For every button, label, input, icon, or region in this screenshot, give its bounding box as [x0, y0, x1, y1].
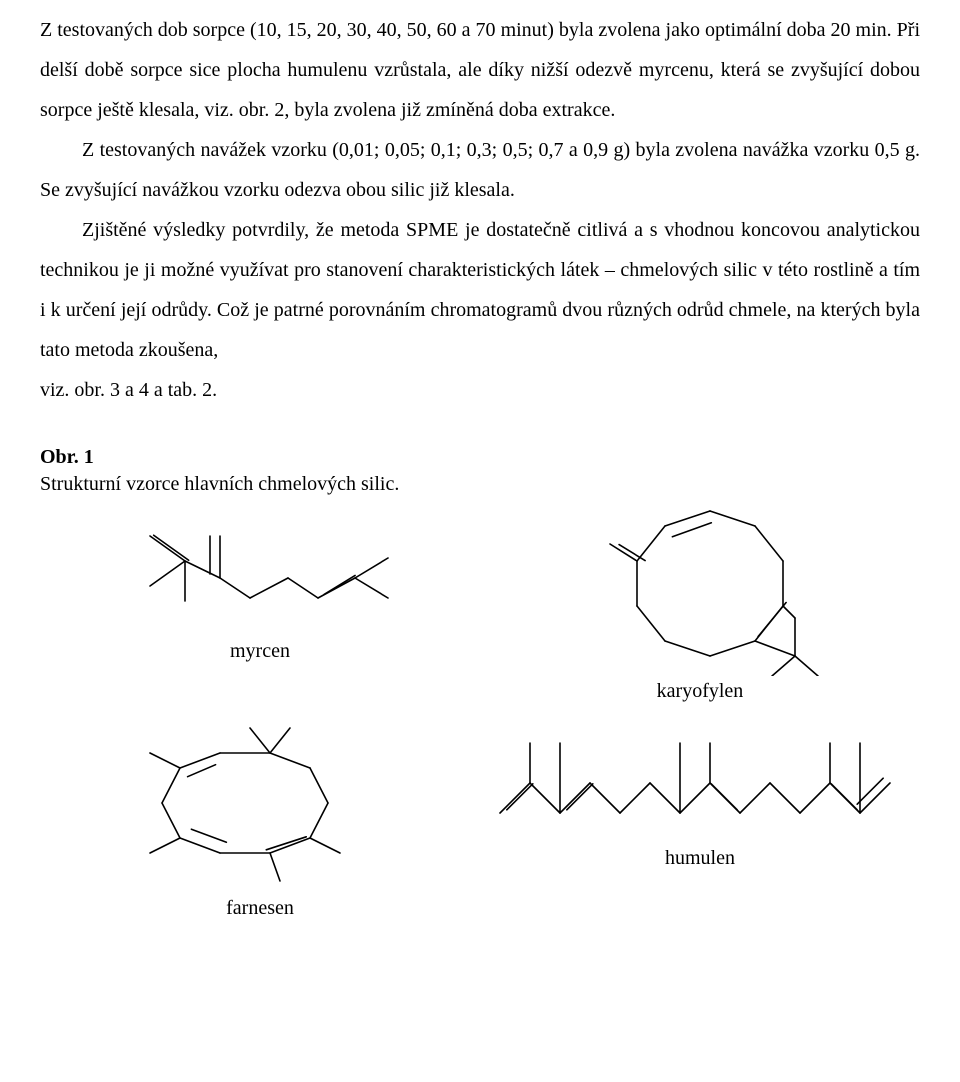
structures-row-1: myrcen karyofylen — [40, 506, 920, 703]
cell-karyofylen: karyofylen — [480, 506, 920, 703]
structures-row-2: farnesen humulen — [40, 723, 920, 920]
structure-myrcen — [130, 506, 390, 636]
paragraph-4: viz. obr. 3 a 4 a tab. 2. — [40, 370, 920, 410]
paragraph-3: Zjištěné výsledky potvrdily, že metoda S… — [40, 210, 920, 370]
structures-grid: myrcen karyofylen farnesen humulen — [40, 506, 920, 920]
body-text: Z testovaných dob sorpce (10, 15, 20, 30… — [40, 10, 920, 410]
label-farnesen: farnesen — [226, 897, 294, 920]
page: Z testovaných dob sorpce (10, 15, 20, 30… — [0, 0, 960, 940]
structure-karyofylen — [570, 506, 830, 676]
label-myrcen: myrcen — [230, 640, 290, 663]
figure-caption: Strukturní vzorce hlavních chmelových si… — [40, 473, 920, 496]
paragraph-1: Z testovaných dob sorpce (10, 15, 20, 30… — [40, 10, 920, 130]
cell-myrcen: myrcen — [40, 506, 480, 703]
label-humulen: humulen — [665, 847, 735, 870]
structure-humulen — [490, 723, 910, 843]
label-karyofylen: karyofylen — [657, 680, 744, 703]
structure-farnesen — [110, 723, 410, 893]
cell-farnesen: farnesen — [40, 723, 480, 920]
paragraph-2: Z testovaných navážek vzorku (0,01; 0,05… — [40, 130, 920, 210]
cell-humulen: humulen — [480, 723, 920, 920]
figure-heading: Obr. 1 — [40, 446, 920, 469]
